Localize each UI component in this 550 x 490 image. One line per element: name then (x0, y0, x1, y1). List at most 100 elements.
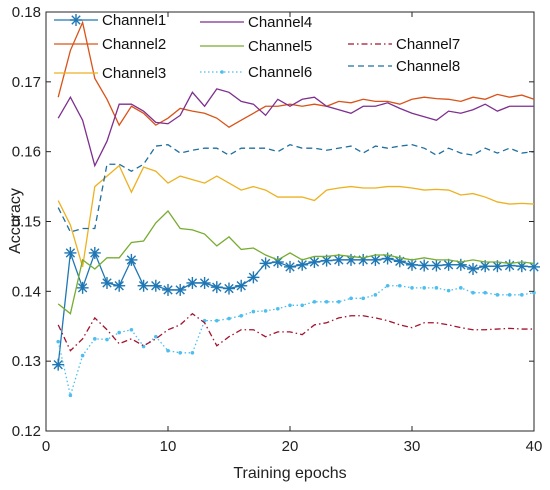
series-channel1 (52, 246, 540, 371)
x-tick-label: 20 (282, 438, 299, 455)
series-channel8 (57, 143, 535, 233)
legend-entry-channel7: Channel7 (348, 36, 460, 53)
data-point (442, 258, 455, 271)
legend-label: Channel7 (396, 36, 460, 53)
series-channel6 (56, 283, 536, 398)
data-point (300, 303, 305, 308)
data-point (251, 309, 256, 314)
data-point (93, 337, 97, 341)
legend-label: Channel5 (248, 38, 312, 55)
y-tick-label: 0.17 (12, 74, 41, 91)
x-tick-label: 40 (526, 438, 543, 455)
data-point (174, 283, 187, 296)
series-line-channel2 (57, 20, 535, 128)
y-tick-label: 0.13 (12, 353, 41, 370)
data-point (332, 253, 345, 266)
y-tick-label: 0.12 (12, 423, 41, 440)
x-axis-label: Training epochs (233, 465, 346, 482)
data-point (503, 259, 516, 272)
x-tick-label: 10 (160, 438, 177, 455)
legend-label: Channel8 (396, 58, 460, 75)
x-tick-label: 0 (42, 438, 50, 455)
data-point (507, 293, 512, 297)
data-point (345, 253, 357, 266)
series-line-channel1 (57, 251, 535, 365)
series-line-channel7 (57, 312, 534, 352)
data-point (263, 309, 268, 313)
legend-label: Channel4 (248, 14, 312, 31)
data-point (430, 259, 443, 272)
series-line-channel5 (57, 210, 535, 315)
data-point (52, 358, 65, 371)
series-channel3 (57, 164, 535, 268)
data-point (369, 253, 382, 266)
data-point (398, 283, 402, 288)
data-point (410, 286, 414, 290)
data-point (223, 282, 235, 295)
data-point (520, 293, 524, 297)
data-point (373, 293, 378, 297)
data-point (324, 300, 329, 304)
data-point (296, 258, 309, 271)
data-point (276, 306, 280, 311)
series-channel7 (57, 312, 534, 352)
data-point (483, 290, 488, 295)
y-tick-label: 0.16 (12, 144, 41, 161)
data-point (471, 290, 475, 295)
data-point (64, 246, 77, 259)
data-point (68, 393, 73, 398)
data-point (178, 350, 182, 355)
data-point (190, 350, 195, 355)
legend-label: Channel2 (102, 36, 166, 53)
data-point (113, 279, 126, 292)
series-layer (52, 20, 540, 398)
legend-entry-channel3: Channel3 (54, 65, 166, 82)
x-tick-label: 30 (404, 438, 421, 455)
data-point (215, 318, 219, 323)
legend-entry-channel6: Channel6 (200, 64, 312, 81)
tick-layer: 0 10 20 30 40 0.12 0.13 0.14 0.15 0.16 0.17 0.18 (12, 4, 543, 455)
legend: Channel1 Channel2 Channel3 Channel4 Channel5… (54, 12, 460, 82)
data-point (227, 316, 231, 321)
data-point (337, 300, 341, 304)
data-point (422, 286, 427, 290)
data-point (101, 276, 113, 289)
plot-area (45, 11, 535, 432)
data-point (149, 279, 162, 292)
legend-label: Channel6 (248, 64, 312, 81)
data-point (312, 300, 317, 304)
series-channel4 (57, 88, 534, 168)
data-point (154, 334, 158, 339)
y-tick-label: 0.14 (12, 283, 41, 300)
data-point (137, 279, 150, 292)
legend-entry-channel4: Channel4 (200, 14, 312, 31)
data-point (88, 246, 101, 259)
legend-marker (70, 14, 82, 26)
legend-label: Channel3 (102, 65, 166, 82)
data-point (76, 281, 89, 294)
data-point (186, 276, 199, 289)
legend-entry-channel2: Channel2 (54, 36, 166, 53)
data-point (80, 353, 85, 358)
y-axis-label: Accuracy (7, 188, 24, 254)
series-line-channel4 (57, 88, 534, 168)
data-point (129, 327, 134, 332)
data-point (105, 337, 109, 342)
data-point (247, 271, 260, 284)
series-channel2 (57, 20, 535, 128)
y-tick-label: 0.18 (12, 4, 41, 21)
data-point (467, 262, 479, 275)
data-point (349, 296, 353, 301)
data-point (210, 281, 223, 294)
data-point (56, 339, 60, 344)
data-point (446, 288, 451, 293)
data-point (418, 259, 431, 272)
data-point (162, 283, 174, 296)
legend-entry-channel5: Channel5 (200, 38, 312, 55)
series-channel5 (57, 210, 535, 315)
data-point (166, 348, 170, 353)
y-tick-label: 0.15 (12, 214, 41, 231)
legend-label: Channel1 (102, 12, 166, 29)
series-line-channel8 (57, 143, 535, 233)
